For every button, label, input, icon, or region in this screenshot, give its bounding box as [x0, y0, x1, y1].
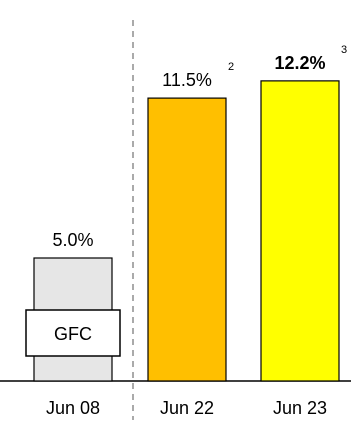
annotation-label: GFC: [54, 324, 92, 344]
x-tick-label: Jun 08: [46, 398, 100, 418]
data-label: 11.5%: [162, 70, 212, 90]
bar-jun-22: [147, 97, 227, 382]
x-tick-label: Jun 23: [273, 398, 327, 418]
bar-jun-23: [260, 80, 340, 382]
data-label: 12.2%: [274, 53, 325, 73]
x-tick-label: Jun 22: [160, 398, 214, 418]
annotation-box: [25, 309, 121, 357]
footnote-marker: 3: [341, 44, 347, 56]
footnote-marker: 2: [228, 61, 234, 73]
data-label: 5.0%: [52, 230, 93, 250]
